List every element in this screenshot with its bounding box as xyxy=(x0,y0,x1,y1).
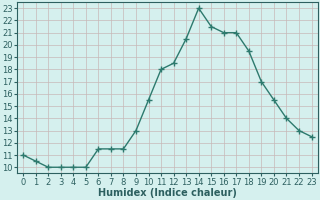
X-axis label: Humidex (Indice chaleur): Humidex (Indice chaleur) xyxy=(98,188,237,198)
